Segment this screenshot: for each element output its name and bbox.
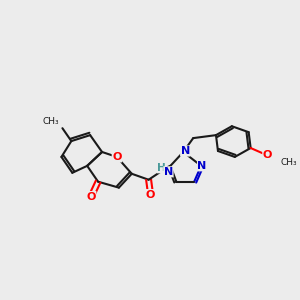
Text: H: H (157, 163, 166, 173)
Text: O: O (112, 152, 122, 162)
Text: N: N (181, 146, 190, 156)
Text: O: O (146, 190, 155, 200)
Text: CH₃: CH₃ (280, 158, 297, 167)
Text: N: N (164, 167, 173, 177)
Text: O: O (263, 150, 272, 160)
Text: O: O (86, 192, 96, 202)
Text: CH₃: CH₃ (43, 117, 59, 126)
Text: N: N (197, 161, 207, 171)
